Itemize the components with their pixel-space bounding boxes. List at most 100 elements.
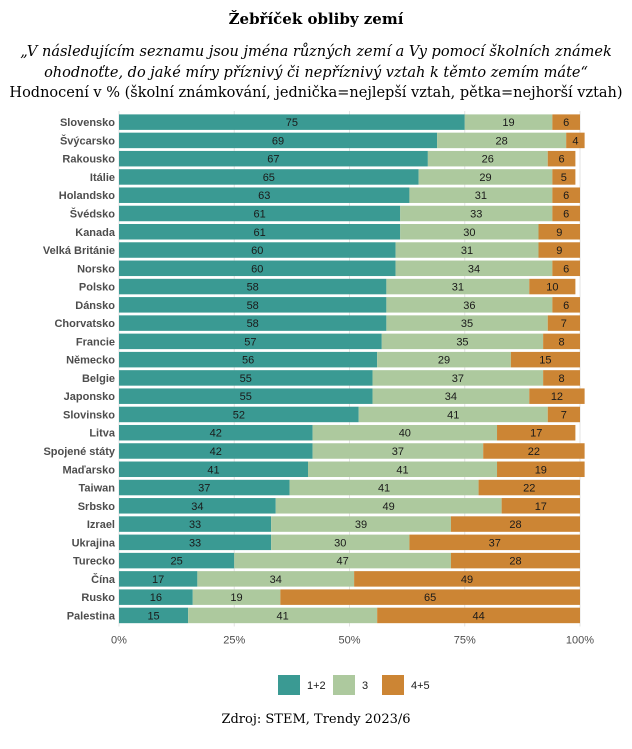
bar-value-label: 19	[502, 117, 514, 129]
y-category-label: Itálie	[90, 172, 115, 184]
bar-value-label: 58	[247, 282, 259, 294]
bar-segment	[119, 571, 198, 587]
bar-segment	[354, 571, 580, 587]
bar-segment	[552, 297, 580, 313]
bar-value-label: 29	[438, 355, 450, 367]
bar-value-label: 56	[242, 355, 254, 367]
bar-value-label: 67	[267, 154, 279, 166]
bar-segment	[538, 224, 580, 240]
x-tick-label: 0%	[111, 635, 127, 647]
chart-subtitle-scale: Hodnocení v % (školní známkování, jednič…	[9, 85, 623, 101]
bar-segment	[409, 534, 580, 551]
y-category-label: Dánsko	[75, 300, 115, 312]
y-category-label: Čína	[91, 573, 116, 586]
bar-segment	[529, 388, 585, 404]
bar-value-label: 8	[558, 336, 564, 348]
bar-value-label: 41	[396, 464, 408, 476]
bar-segment	[395, 260, 553, 277]
bar-value-label: 42	[210, 446, 222, 458]
bar-segment	[119, 187, 410, 203]
y-category-label: Litva	[89, 428, 116, 440]
bar-segment	[119, 534, 272, 551]
bar-value-label: 25	[171, 556, 183, 568]
bar-value-label: 44	[472, 610, 484, 622]
bar-value-label: 22	[528, 446, 540, 458]
bar-value-label: 34	[468, 263, 480, 275]
bar-value-label: 15	[539, 355, 551, 367]
bar-value-label: 7	[561, 409, 567, 421]
bar-value-label: 22	[523, 483, 535, 495]
y-category-label: Kanada	[75, 227, 116, 239]
y-category-label: Slovensko	[60, 117, 115, 129]
bar-value-label: 12	[551, 391, 563, 403]
bar-value-label: 49	[461, 574, 473, 586]
bar-segment	[386, 315, 548, 331]
legend-swatch	[333, 675, 355, 695]
bar-value-label: 6	[563, 190, 569, 202]
y-category-label: Velká Británie	[43, 245, 115, 257]
bar-segment	[529, 278, 576, 295]
x-tick-label: 50%	[338, 635, 360, 647]
bar-value-label: 34	[191, 501, 203, 513]
bar-segment	[497, 424, 576, 441]
bar-segment	[552, 260, 580, 277]
bar-value-label: 28	[509, 519, 521, 531]
bar-segment	[119, 242, 396, 258]
bar-value-label: 58	[247, 318, 259, 330]
bar-segment	[566, 132, 585, 149]
bar-segment	[450, 516, 580, 532]
bar-segment	[119, 443, 313, 459]
bar-value-label: 6	[563, 300, 569, 312]
bar-segment	[271, 534, 410, 551]
y-category-label: Srbsko	[78, 501, 116, 513]
bar-segment	[188, 607, 378, 624]
bar-value-label: 57	[244, 336, 256, 348]
bar-value-label: 6	[563, 117, 569, 129]
bar-value-label: 6	[563, 208, 569, 220]
bar-segment	[478, 479, 580, 496]
bar-segment	[437, 132, 567, 149]
bar-segment	[409, 187, 553, 203]
bar-value-label: 41	[277, 610, 289, 622]
legend-swatch	[278, 675, 300, 695]
bar-value-label: 30	[463, 227, 475, 239]
y-category-label: Taiwan	[79, 483, 116, 495]
bar-segment	[497, 461, 585, 478]
y-category-label: Rusko	[81, 592, 115, 604]
bar-segment	[308, 461, 498, 478]
bar-value-label: 30	[334, 537, 346, 549]
bar-segment	[280, 589, 580, 605]
bar-segment	[547, 406, 580, 423]
bar-segment	[312, 424, 498, 441]
bar-segment	[119, 607, 189, 624]
bar-segment	[119, 406, 359, 423]
legend-label: 3	[362, 680, 368, 692]
bar-value-label: 31	[475, 190, 487, 202]
bar-value-label: 65	[424, 592, 436, 604]
bar-value-label: 61	[253, 208, 265, 220]
bar-segment	[119, 479, 290, 496]
bar-value-label: 55	[240, 373, 252, 385]
bar-segment	[552, 114, 580, 130]
bar-value-label: 19	[230, 592, 242, 604]
x-tick-label: 100%	[566, 635, 594, 647]
bar-value-label: 40	[399, 428, 411, 440]
bar-segment	[464, 114, 553, 130]
y-category-label: Maďarsko	[62, 464, 115, 476]
bar-segment	[119, 370, 373, 386]
bar-segment	[552, 205, 580, 222]
bar-segment	[386, 297, 553, 313]
y-category-label: Švýcarsko	[60, 134, 115, 147]
x-tick-label: 75%	[454, 635, 476, 647]
bar-value-label: 26	[482, 154, 494, 166]
bar-segment	[119, 315, 387, 331]
y-category-label: Francie	[76, 336, 115, 348]
bar-value-label: 36	[463, 300, 475, 312]
bar-value-label: 58	[247, 300, 259, 312]
y-category-label: Palestina	[67, 610, 116, 622]
bar-segment	[275, 498, 502, 514]
y-category-label: Rakousko	[62, 154, 115, 166]
bar-value-label: 34	[445, 391, 457, 403]
bar-value-label: 9	[556, 245, 562, 257]
